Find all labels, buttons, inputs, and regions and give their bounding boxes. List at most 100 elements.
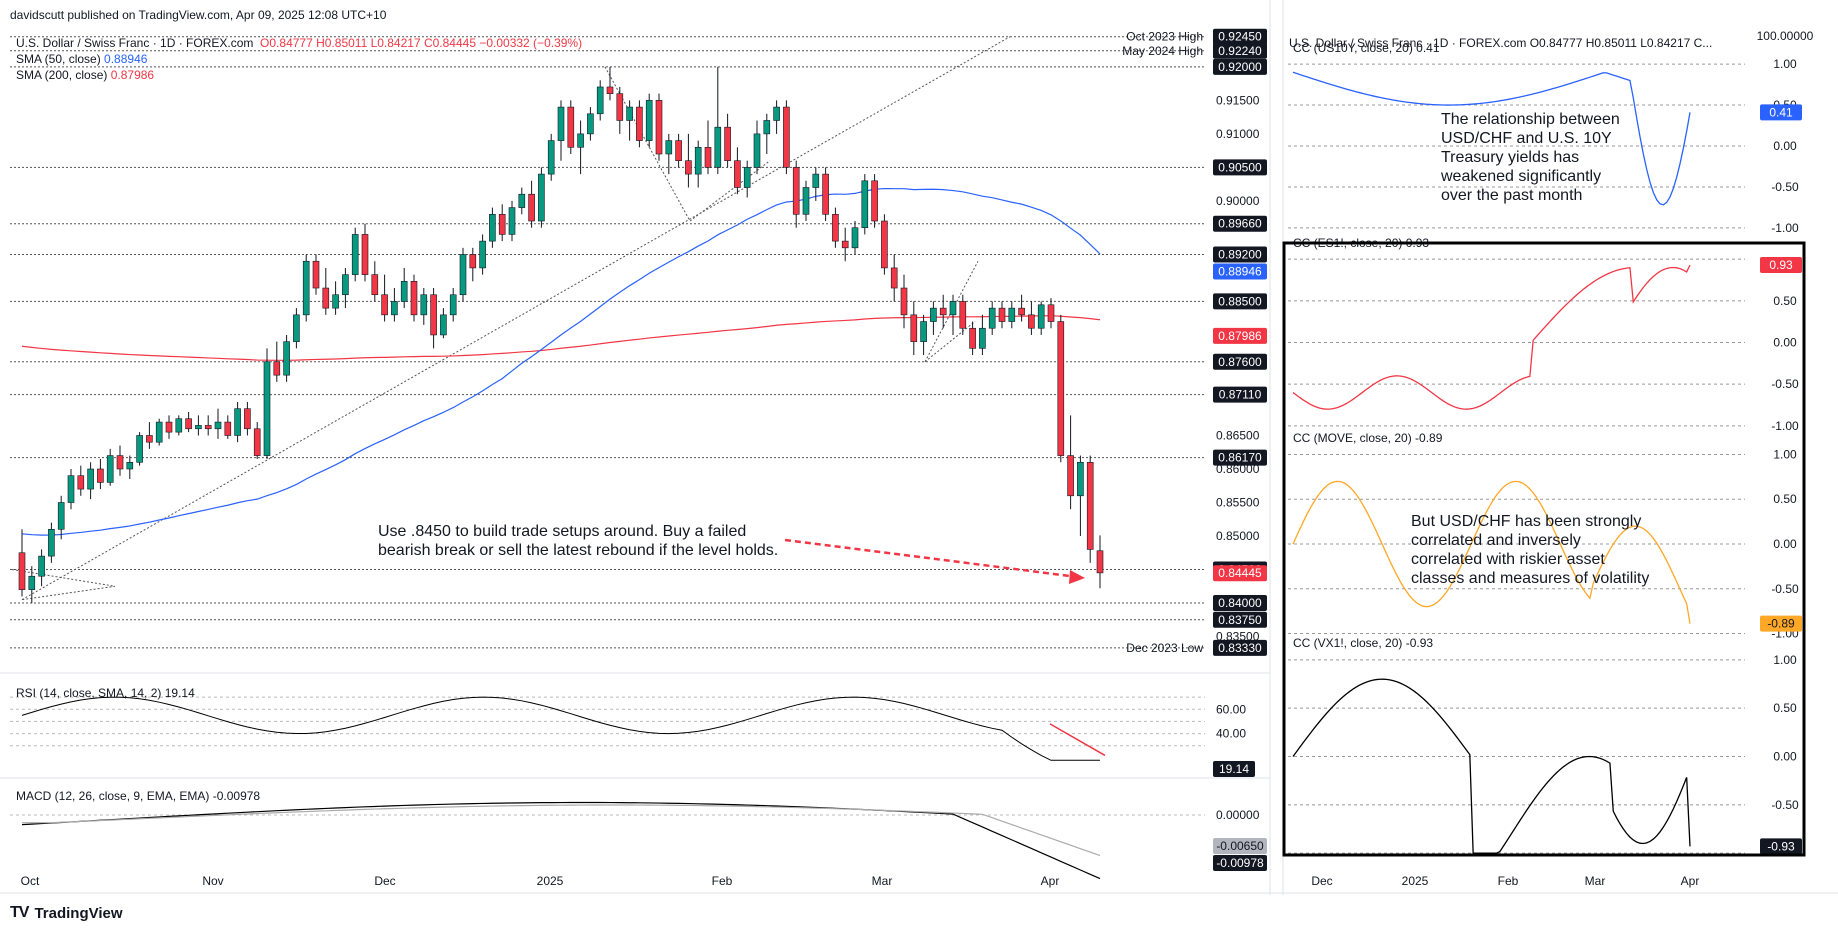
rsi-value-box: 19.14 [1219,762,1249,776]
candle-body [763,120,771,135]
candle-body [449,294,457,316]
cc-line [1292,678,1691,854]
price-tick: 0.86500 [1216,428,1260,442]
price-box-bg [1213,215,1267,232]
cc-tick: 0.00 [1773,537,1797,551]
candle-body [273,361,281,376]
candle-body [1057,321,1065,456]
annotation-arrowhead [1069,570,1085,584]
candle-body [283,341,290,376]
candle-body [1047,304,1055,322]
price-box-bg [1213,42,1267,59]
price-box: 0.92000 [1218,60,1262,74]
x-axis-label: Apr [1041,874,1060,888]
candle-body [743,167,751,188]
cc-line [1292,480,1691,624]
candle-body [724,126,731,161]
candle-body [430,294,437,336]
candle-body [1028,314,1035,329]
cc1-note-line: weakened significantly [1441,168,1602,185]
price-box-bg [1213,246,1267,263]
sma200-label: SMA (200, close) [16,68,108,82]
price-box-bg [1213,611,1267,628]
cc1-note-line: Treasury yields has [1441,149,1580,166]
cc1-note-line: The relationship between [1441,111,1620,128]
symbol-title[interactable]: U.S. Dollar / Swiss Franc · 1D · FOREX.c… [16,36,254,50]
candle-body [812,173,820,188]
candle-body [214,421,222,430]
cc-tick: 1.00 [1773,57,1797,71]
flag-line [924,321,976,363]
candle-body [518,193,526,208]
author[interactable]: davidscutt [10,8,65,22]
candle-body [890,267,898,289]
candle-body [479,240,486,269]
candle-body [694,146,702,175]
cc-tick: 0.50 [1773,492,1797,506]
candle-body [420,294,428,316]
candle-body [616,93,624,121]
candle-body [498,214,506,235]
candle-body [792,167,800,215]
candle-body [253,428,261,456]
candle-body [224,421,232,436]
cc1-note-line: over the past month [1441,187,1583,204]
right-symbol-header[interactable]: U.S. Dollar / Swiss Franc · 1D · FOREX.c… [1289,36,1712,50]
candle-body [371,274,379,296]
candle-body [77,475,85,490]
candle-body [557,106,565,141]
candle-body [18,552,26,590]
price-tick: 0.85000 [1216,529,1260,543]
candle-body [469,254,477,269]
candle-body [459,254,467,296]
candle-body [87,468,94,490]
price-tick: 0.85500 [1216,496,1260,510]
cc-tick: 1.00 [1773,653,1797,667]
right-x-axis-label: Apr [1681,874,1700,888]
candle-body [57,502,65,530]
main-note-line-2: bearish break or sell the latest rebound… [378,542,779,559]
price-box: 0.83750 [1218,613,1262,627]
candle-body [244,408,251,430]
ohlc-values: O0.84777 H0.85011 L0.84217 C0.84445 −0.0… [260,36,583,50]
candle-body [802,187,810,215]
candle-body [753,133,761,168]
legend-sma200[interactable]: SMA (200, close) 0.87986 [16,68,154,82]
macd-tick: 0.00000 [1216,808,1260,822]
candle-body [949,301,957,316]
rsi-value-box-bg [1213,761,1255,777]
price-box-bg [1213,449,1267,466]
cc-line [1292,71,1691,206]
candle-body [165,421,173,433]
candle-body [930,307,937,322]
candle-body [939,307,947,316]
candle-body [665,140,673,155]
flag-line [604,66,691,222]
candle-body [606,86,614,94]
cc-tick: 0.00 [1773,139,1797,153]
flag-line [689,160,771,222]
price-box: 0.89200 [1218,248,1262,262]
legend-sma50[interactable]: SMA (50, close) 0.88946 [16,52,147,66]
candle-body [234,408,241,436]
publish-info: davidscutt published on TradingView.com,… [10,8,386,22]
cc3-note-line: correlated with riskier asset [1411,551,1605,568]
cc-tick: -1.00 [1771,419,1799,433]
cc-tick: -0.50 [1771,180,1799,194]
annotation-arrow [784,538,1079,579]
candle-body [293,314,300,342]
rsi-tick: 60.00 [1216,702,1246,716]
price-box: 0.83330 [1218,641,1262,655]
cc-value-box-bg [1760,838,1802,855]
candle-body [528,193,535,222]
tradingview-brand[interactable]: TV TradingView [10,904,123,922]
price-box: 0.88946 [1218,265,1262,279]
cc-tick: -1.00 [1771,221,1799,235]
right-symbol-title: U.S. Dollar / Swiss Franc · 1D · FOREX.c… [1289,36,1713,50]
cc1-note-line: USD/CHF and U.S. 10Y [1441,130,1612,147]
candle-body [185,418,192,430]
candle-body [391,301,398,316]
candle-body [714,126,722,168]
price-box: 0.87986 [1218,329,1262,343]
